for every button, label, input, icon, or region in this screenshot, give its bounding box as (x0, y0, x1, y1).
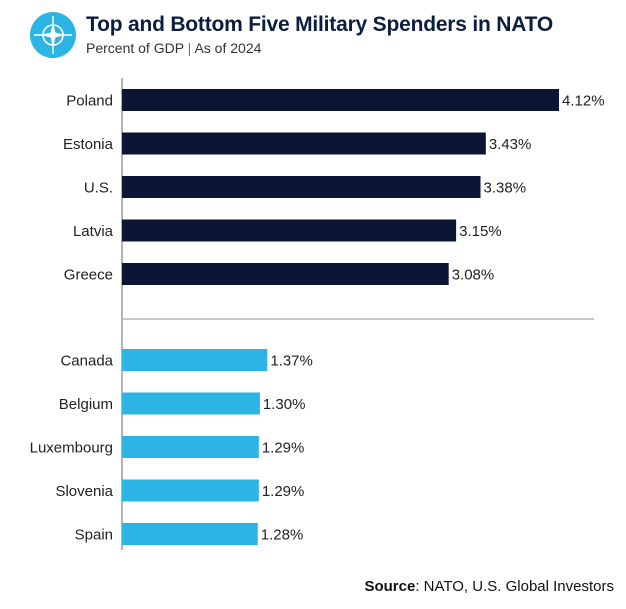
bar-greece (122, 263, 449, 285)
source-text: : NATO, U.S. Global Investors (415, 578, 614, 595)
category-label-slovenia: Slovenia (55, 483, 113, 500)
bar-luxembourg (122, 436, 259, 458)
value-label-spain: 1.28% (261, 527, 304, 544)
value-label-poland: 4.12% (562, 93, 605, 110)
bar-canada (122, 349, 268, 371)
subtitle-separator: | (183, 40, 195, 56)
chart-header: Top and Bottom Five Military Spenders in… (30, 10, 620, 66)
source-label: Source (364, 578, 416, 595)
category-label-u-s: U.S. (84, 180, 113, 197)
source-note: Source: NATO, U.S. Global Investors (364, 578, 614, 595)
category-label-spain: Spain (75, 527, 113, 544)
category-label-poland: Poland (66, 93, 113, 110)
value-label-luxembourg: 1.29% (262, 440, 305, 457)
subtitle-date: As of 2024 (194, 40, 262, 56)
bar-estonia (122, 132, 486, 155)
bar-slovenia (122, 479, 259, 502)
bar-spain (122, 523, 258, 545)
bar-poland (122, 89, 559, 111)
bar-u-s (122, 176, 481, 198)
bar-chart: Poland 4.12% Estonia 3.43% U.S. 3.38% Latvia 3.… (30, 78, 605, 550)
value-label-canada: 1.37% (270, 353, 313, 370)
value-label-estonia: 3.43% (489, 136, 532, 153)
category-label-canada: Canada (60, 353, 113, 370)
category-label-latvia: Latvia (73, 223, 114, 240)
value-label-greece: 3.08% (452, 267, 495, 284)
category-label-estonia: Estonia (63, 136, 114, 153)
subtitle-metric: Percent of GDP (86, 40, 184, 56)
chart-subtitle: Percent of GDP | As of 2024 (86, 40, 261, 56)
category-label-greece: Greece (64, 267, 113, 284)
category-label-belgium: Belgium (59, 396, 113, 413)
category-label-luxembourg: Luxembourg (30, 440, 113, 457)
value-label-slovenia: 1.29% (262, 483, 305, 500)
bar-latvia (122, 219, 457, 242)
value-label-belgium: 1.30% (263, 396, 306, 413)
chart-title: Top and Bottom Five Military Spenders in… (86, 13, 554, 36)
bar-belgium (122, 392, 260, 415)
value-label-latvia: 3.15% (459, 223, 502, 240)
nato-compass-star-icon (30, 12, 76, 58)
value-label-u-s: 3.38% (484, 180, 527, 197)
